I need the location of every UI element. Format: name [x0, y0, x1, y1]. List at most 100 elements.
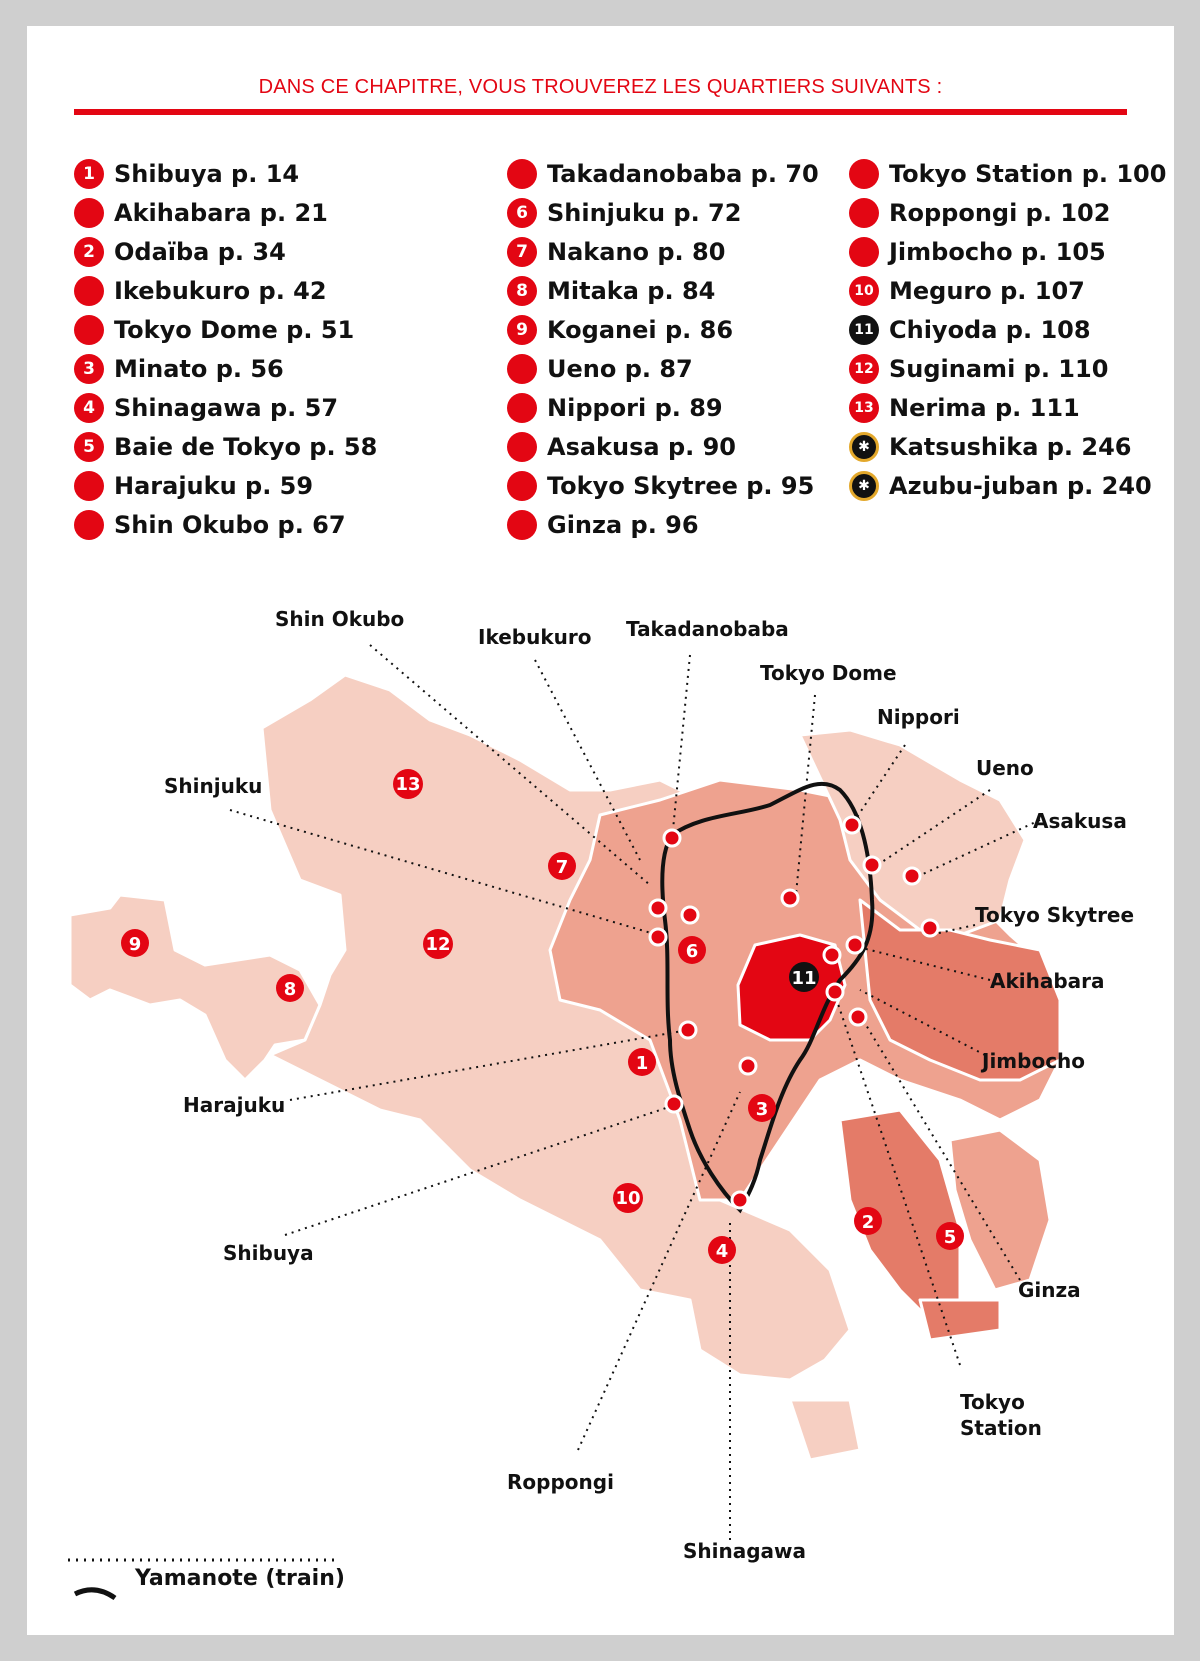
district-list-label: Suginami p. 110: [889, 354, 1109, 383]
svg-text:8: 8: [284, 979, 297, 1000]
district-number-badge: 9: [507, 314, 537, 345]
district-list-label: Shinjuku p. 72: [547, 198, 742, 227]
district-number-badge: [507, 158, 537, 189]
district-list-item: Harajuku p. 59: [74, 466, 377, 505]
district-number-badge: [849, 236, 879, 267]
district-number-badge: 8: [507, 275, 537, 306]
district-list-label: Katsushika p. 246: [889, 432, 1132, 461]
label-asakusa: Asakusa: [1033, 809, 1127, 833]
district-number-badge: 11: [849, 314, 879, 345]
svg-text:1: 1: [636, 1053, 649, 1074]
district-list-item: 9 Koganei p. 86: [507, 310, 819, 349]
district-list-item: Tokyo Station p. 100: [849, 154, 1166, 193]
district-number-badge: 6: [507, 197, 537, 228]
district-badge-4: 4: [708, 1236, 736, 1264]
district-list-column-3: Tokyo Station p. 100 Roppongi p. 102 Jimbo…: [849, 154, 1166, 505]
label-ueno: Ueno: [976, 756, 1034, 780]
district-list-item: 12 Suginami p. 110: [849, 349, 1166, 388]
district-list-label: Jimbocho p. 105: [889, 237, 1106, 266]
district-list-item: 5 Baie de Tokyo p. 58: [74, 427, 377, 466]
district-badge-12: 12: [423, 929, 453, 959]
district-number-badge: 4: [74, 392, 104, 423]
district-list-label: Baie de Tokyo p. 58: [114, 432, 378, 461]
district-list-item: Jimbocho p. 105: [849, 232, 1166, 271]
district-list-item: 10 Meguro p. 107: [849, 271, 1166, 310]
label-nippori: Nippori: [877, 705, 960, 729]
district-number-badge: [507, 509, 537, 540]
district-list-label: Ikebukuro p. 42: [114, 276, 327, 305]
district-list-item: Asakusa p. 90: [507, 427, 819, 466]
district-number-badge: [74, 509, 104, 540]
district-list-item: 13 Nerima p. 111: [849, 388, 1166, 427]
legend-train-label: Yamanote (train): [135, 1566, 345, 1591]
district-number-badge: [74, 275, 104, 306]
label-tokyo-dome: Tokyo Dome: [760, 661, 897, 685]
district-badge-9: 9: [121, 929, 149, 957]
yamanote-line: [660, 781, 875, 1214]
svg-text:9: 9: [129, 934, 142, 955]
district-list-item: Takadanobaba p. 70: [507, 154, 819, 193]
district-list-item: 1 Shibuya p. 14: [74, 154, 377, 193]
label-harajuku: Harajuku: [183, 1093, 285, 1117]
district-list-label: Tokyo Skytree p. 95: [547, 471, 815, 500]
district-number-badge: 5: [74, 431, 104, 462]
district-list-item: 4 Shinagawa p. 57: [74, 388, 377, 427]
district-list-label: Tokyo Station p. 100: [889, 159, 1167, 188]
district-badge-5: 5: [936, 1222, 964, 1250]
station-markers: [648, 815, 940, 1210]
district-list-item: 2 Odaïba p. 34: [74, 232, 377, 271]
svg-text:13: 13: [395, 774, 420, 795]
district-list-label: Harajuku p. 59: [114, 471, 314, 500]
map-labels: Shin Okubo Ikebukuro Takadanobaba Tokyo …: [164, 607, 1134, 1563]
label-roppongi: Roppongi: [507, 1470, 614, 1494]
district-list-item: Ikebukuro p. 42: [74, 271, 377, 310]
district-list-label: Mitaka p. 84: [547, 276, 716, 305]
svg-text:4: 4: [716, 1241, 729, 1262]
svg-text:2: 2: [862, 1212, 875, 1233]
district-badge-2: 2: [854, 1207, 882, 1235]
district-number-badge: [74, 314, 104, 345]
svg-text:6: 6: [686, 941, 699, 962]
district-list-item: 8 Mitaka p. 84: [507, 271, 819, 310]
district-list-label: Minato p. 56: [114, 354, 284, 383]
district-badge-10: 10: [613, 1183, 643, 1213]
district-list-column-2: Takadanobaba p. 70 6 Shinjuku p. 72 7 Nakano…: [507, 154, 819, 544]
district-list-label: Shinagawa p. 57: [114, 393, 339, 422]
district-number-badge: [849, 158, 879, 189]
district-number-badge: [507, 431, 537, 462]
svg-text:11: 11: [791, 968, 816, 989]
district-list-item: Azubu-juban p. 240: [849, 466, 1166, 505]
label-tokyo-station-line2: Station: [960, 1416, 1042, 1440]
district-number-badge: [507, 392, 537, 423]
district-list-item: 11 Chiyoda p. 108: [849, 310, 1166, 349]
district-number-badge: [507, 470, 537, 501]
district-list-item: 7 Nakano p. 80: [507, 232, 819, 271]
heading-rule: [74, 109, 1127, 115]
svg-text:5: 5: [944, 1227, 957, 1248]
label-shinjuku: Shinjuku: [164, 774, 262, 798]
district-list-label: Azubu-juban p. 240: [889, 471, 1152, 500]
label-tokyo-station-line1: Tokyo: [960, 1390, 1025, 1414]
district-badges: 1 2 3 4 5 6 7 8 9 10 11 12 13: [121, 769, 964, 1264]
district-list-item: Ueno p. 87: [507, 349, 819, 388]
district-list-label: Nakano p. 80: [547, 237, 726, 266]
svg-text:12: 12: [425, 934, 450, 955]
district-badge-8: 8: [276, 974, 304, 1002]
district-badge-6: 6: [678, 936, 706, 964]
district-list-label: Nippori p. 89: [547, 393, 723, 422]
district-list-item: Katsushika p. 246: [849, 427, 1166, 466]
district-number-badge: 12: [849, 353, 879, 384]
district-number-badge: 1: [74, 158, 104, 189]
label-ikebukuro: Ikebukuro: [478, 625, 591, 649]
compass-icon: [849, 470, 879, 501]
district-list-label: Takadanobaba p. 70: [547, 159, 819, 188]
district-list-label: Shibuya p. 14: [114, 159, 300, 188]
district-badge-13: 13: [393, 769, 423, 799]
leader-lines: [229, 644, 1041, 1540]
district-number-badge: 3: [74, 353, 104, 384]
district-list-label: Tokyo Dome p. 51: [114, 315, 355, 344]
district-list-label: Ginza p. 96: [547, 510, 699, 539]
district-badge-7: 7: [548, 852, 576, 880]
district-list-label: Koganei p. 86: [547, 315, 734, 344]
district-number-badge: [74, 470, 104, 501]
